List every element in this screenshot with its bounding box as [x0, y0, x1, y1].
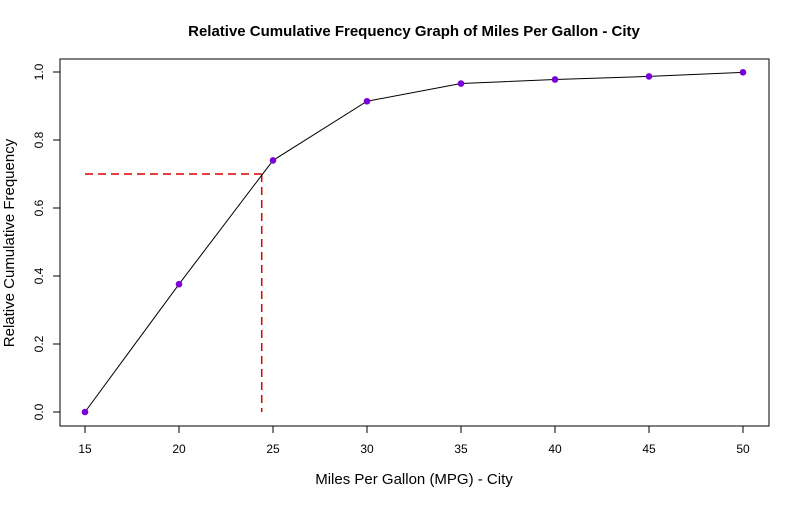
x-axis-title: Miles Per Gallon (MPG) - City: [315, 471, 513, 488]
data-point: [645, 73, 653, 80]
data-point: [175, 280, 183, 288]
y-tick-label: 0.4: [32, 267, 46, 284]
series-line-group: [84, 71, 744, 413]
data-point: [551, 76, 559, 83]
series-line: [84, 71, 744, 413]
data-point: [457, 80, 465, 87]
y-axis-title: Relative Cumulative Frequency: [1, 138, 18, 347]
x-tick-label: 45: [642, 442, 656, 456]
reference-lines: [85, 173, 263, 412]
x-tick-label: 30: [360, 442, 374, 456]
plot-frame: [59, 58, 770, 427]
data-point: [363, 97, 371, 105]
data-points: [81, 69, 747, 416]
x-tick-label: 50: [736, 442, 750, 456]
y-tick-label: 0.0: [32, 403, 46, 420]
x-axis: 15 20 25 30 35 40 45 50: [78, 426, 750, 456]
y-axis: 0.0 0.2 0.4 0.6 0.8 1.0: [32, 63, 60, 420]
data-point: [739, 69, 747, 76]
x-tick-label: 35: [454, 442, 468, 456]
x-tick-label: 15: [78, 442, 92, 456]
data-point: [269, 157, 277, 164]
y-tick-label: 1.0: [32, 63, 46, 80]
x-tick-label: 40: [548, 442, 562, 456]
x-tick-label: 25: [266, 442, 280, 456]
y-tick-label: 0.2: [32, 335, 46, 352]
chart-title: Relative Cumulative Frequency Graph of M…: [188, 23, 640, 40]
y-tick-label: 0.6: [32, 199, 46, 216]
data-point: [81, 408, 89, 416]
x-tick-label: 20: [172, 442, 186, 456]
y-tick-label: 0.8: [32, 131, 46, 148]
